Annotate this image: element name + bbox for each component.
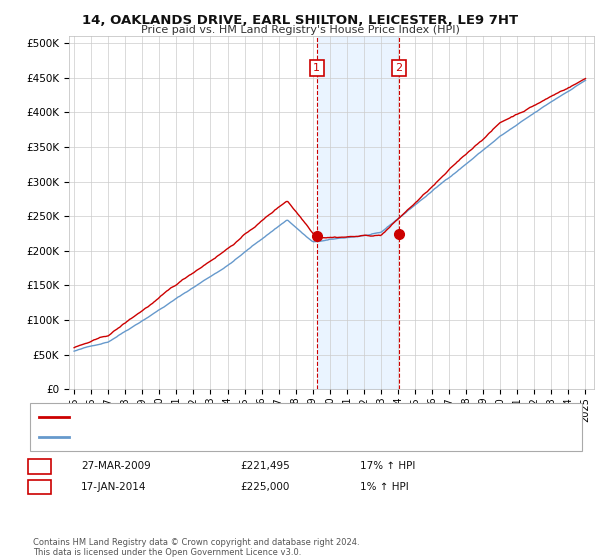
Text: 1: 1 <box>36 461 43 472</box>
Text: Contains HM Land Registry data © Crown copyright and database right 2024.
This d: Contains HM Land Registry data © Crown c… <box>33 538 359 557</box>
Text: 1% ↑ HPI: 1% ↑ HPI <box>360 482 409 492</box>
Text: 1: 1 <box>313 63 320 73</box>
Text: 27-MAR-2009: 27-MAR-2009 <box>81 461 151 472</box>
Text: £221,495: £221,495 <box>240 461 290 472</box>
Text: 2: 2 <box>36 482 43 492</box>
Text: 14, OAKLANDS DRIVE, EARL SHILTON, LEICESTER, LE9 7HT: 14, OAKLANDS DRIVE, EARL SHILTON, LEICES… <box>82 14 518 27</box>
Text: £225,000: £225,000 <box>240 482 289 492</box>
Text: 17-JAN-2014: 17-JAN-2014 <box>81 482 146 492</box>
Text: 17% ↑ HPI: 17% ↑ HPI <box>360 461 415 472</box>
Text: 14, OAKLANDS DRIVE, EARL SHILTON, LEICESTER, LE9 7HT (detached house): 14, OAKLANDS DRIVE, EARL SHILTON, LEICES… <box>75 413 451 422</box>
Text: 2: 2 <box>395 63 403 73</box>
Text: Price paid vs. HM Land Registry's House Price Index (HPI): Price paid vs. HM Land Registry's House … <box>140 25 460 35</box>
Text: HPI: Average price, detached house, Hinckley and Bosworth: HPI: Average price, detached house, Hinc… <box>75 432 368 442</box>
